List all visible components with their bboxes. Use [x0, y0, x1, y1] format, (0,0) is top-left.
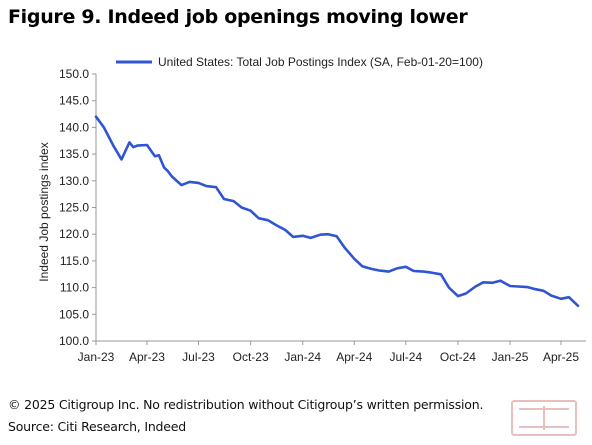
- y-tick-label: 115.0: [60, 254, 89, 268]
- x-tick-label: Jan-23: [78, 350, 115, 364]
- y-tick-label: 140.0: [59, 120, 89, 134]
- x-tick-label: Oct-23: [233, 350, 269, 364]
- x-tick-label: Apr-25: [543, 350, 579, 364]
- x-tick-label: Jan-24: [284, 350, 321, 364]
- x-tick-label: Apr-24: [336, 350, 372, 364]
- copyright-note: © 2025 Citigroup Inc. No redistribution …: [8, 397, 484, 412]
- chart-legend: United States: Total Job Postings Index …: [116, 55, 483, 69]
- y-tick-label: 145.0: [59, 94, 89, 108]
- y-tick-label: 130.0: [59, 174, 89, 188]
- legend-label: United States: Total Job Postings Index …: [158, 55, 483, 69]
- y-tick-label: 125.0: [59, 201, 89, 215]
- y-tick-label: 110.0: [60, 281, 89, 295]
- figure-title: Figure 9. Indeed job openings moving low…: [8, 6, 468, 28]
- source-note: Source: Citi Research, Indeed: [8, 419, 187, 434]
- x-tick-label: Apr-23: [129, 350, 165, 364]
- y-tick-label: 135.0: [59, 147, 89, 161]
- y-axis-label: Indeed Job postings index: [37, 142, 51, 281]
- x-tick-label: Jul-23: [182, 350, 215, 364]
- series-line: [94, 115, 580, 308]
- y-tick-label: 120.0: [59, 227, 89, 241]
- y-tick-label: 105.0: [59, 307, 89, 321]
- x-tick-label: Jul-24: [389, 350, 422, 364]
- watermark-stamp: [511, 400, 577, 436]
- y-axis: 100.0 105.0 110.0 115.0 120.0 125.0 130.0 135.0…: [59, 67, 97, 348]
- x-tick-label: Jan-25: [492, 350, 529, 364]
- series-group: [94, 115, 580, 308]
- x-tick-label: Oct-24: [440, 350, 476, 364]
- y-tick-label: 150.0: [59, 67, 89, 81]
- x-axis: Jan-23 Apr-23 Jul-23 Oct-23 Jan-24 Apr-24 Jul-…: [78, 340, 586, 364]
- y-tick-label: 100.0: [59, 334, 89, 348]
